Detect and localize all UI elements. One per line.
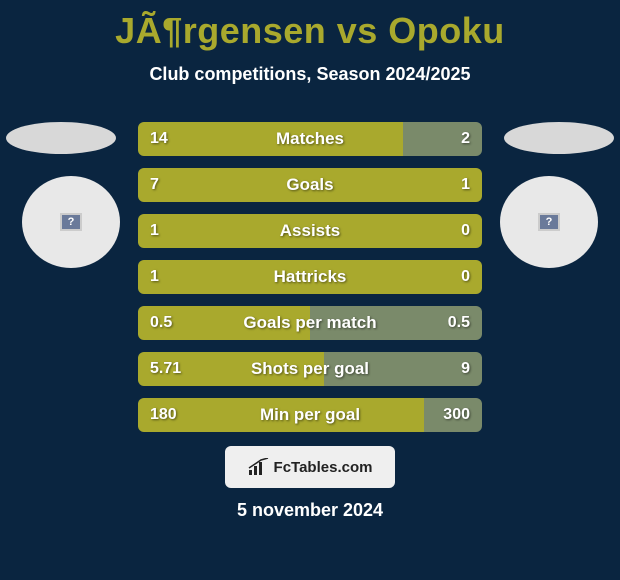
stat-row: 180 300 Min per goal bbox=[138, 398, 482, 432]
placeholder-icon bbox=[538, 213, 560, 231]
stat-value-right: 2 bbox=[461, 130, 470, 148]
club-right-badge bbox=[500, 176, 598, 268]
date-label: 5 november 2024 bbox=[237, 500, 383, 521]
stat-bar-left bbox=[138, 122, 403, 156]
stat-row: 7 1 Goals bbox=[138, 168, 482, 202]
stat-row: 0.5 0.5 Goals per match bbox=[138, 306, 482, 340]
stat-value-left: 14 bbox=[150, 130, 168, 148]
stat-value-right: 1 bbox=[461, 176, 470, 194]
club-left-badge bbox=[22, 176, 120, 268]
placeholder-icon bbox=[60, 213, 82, 231]
stat-label: Hattricks bbox=[274, 267, 347, 287]
stat-label: Min per goal bbox=[260, 405, 360, 425]
stat-label: Assists bbox=[280, 221, 340, 241]
player-right-avatar bbox=[504, 122, 614, 154]
stat-row: 1 0 Assists bbox=[138, 214, 482, 248]
player-left-avatar bbox=[6, 122, 116, 154]
chart-icon bbox=[248, 458, 270, 476]
stat-value-left: 7 bbox=[150, 176, 159, 194]
stat-value-left: 0.5 bbox=[150, 314, 172, 332]
stat-label: Goals bbox=[286, 175, 333, 195]
stats-bars: 14 2 Matches 7 1 Goals 1 0 Assists 1 0 Hattricks 0.5… bbox=[138, 122, 482, 444]
site-logo-text: FcTables.com bbox=[274, 459, 373, 476]
stat-value-right: 9 bbox=[461, 360, 470, 378]
stat-row: 5.71 9 Shots per goal bbox=[138, 352, 482, 386]
stat-value-right: 300 bbox=[443, 406, 470, 424]
stat-label: Matches bbox=[276, 129, 344, 149]
stat-value-left: 1 bbox=[150, 222, 159, 240]
stat-row: 1 0 Hattricks bbox=[138, 260, 482, 294]
page-subtitle: Club competitions, Season 2024/2025 bbox=[0, 64, 620, 85]
stat-bar-right bbox=[403, 122, 482, 156]
stat-value-right: 0.5 bbox=[448, 314, 470, 332]
stat-value-left: 180 bbox=[150, 406, 177, 424]
stat-value-right: 0 bbox=[461, 222, 470, 240]
stat-row: 14 2 Matches bbox=[138, 122, 482, 156]
site-logo: FcTables.com bbox=[225, 446, 395, 488]
stat-label: Shots per goal bbox=[251, 359, 369, 379]
stat-value-right: 0 bbox=[461, 268, 470, 286]
stat-label: Goals per match bbox=[243, 313, 376, 333]
page-title: JÃ¶rgensen vs Opoku bbox=[0, 0, 620, 52]
stat-value-left: 1 bbox=[150, 268, 159, 286]
stat-value-left: 5.71 bbox=[150, 360, 181, 378]
